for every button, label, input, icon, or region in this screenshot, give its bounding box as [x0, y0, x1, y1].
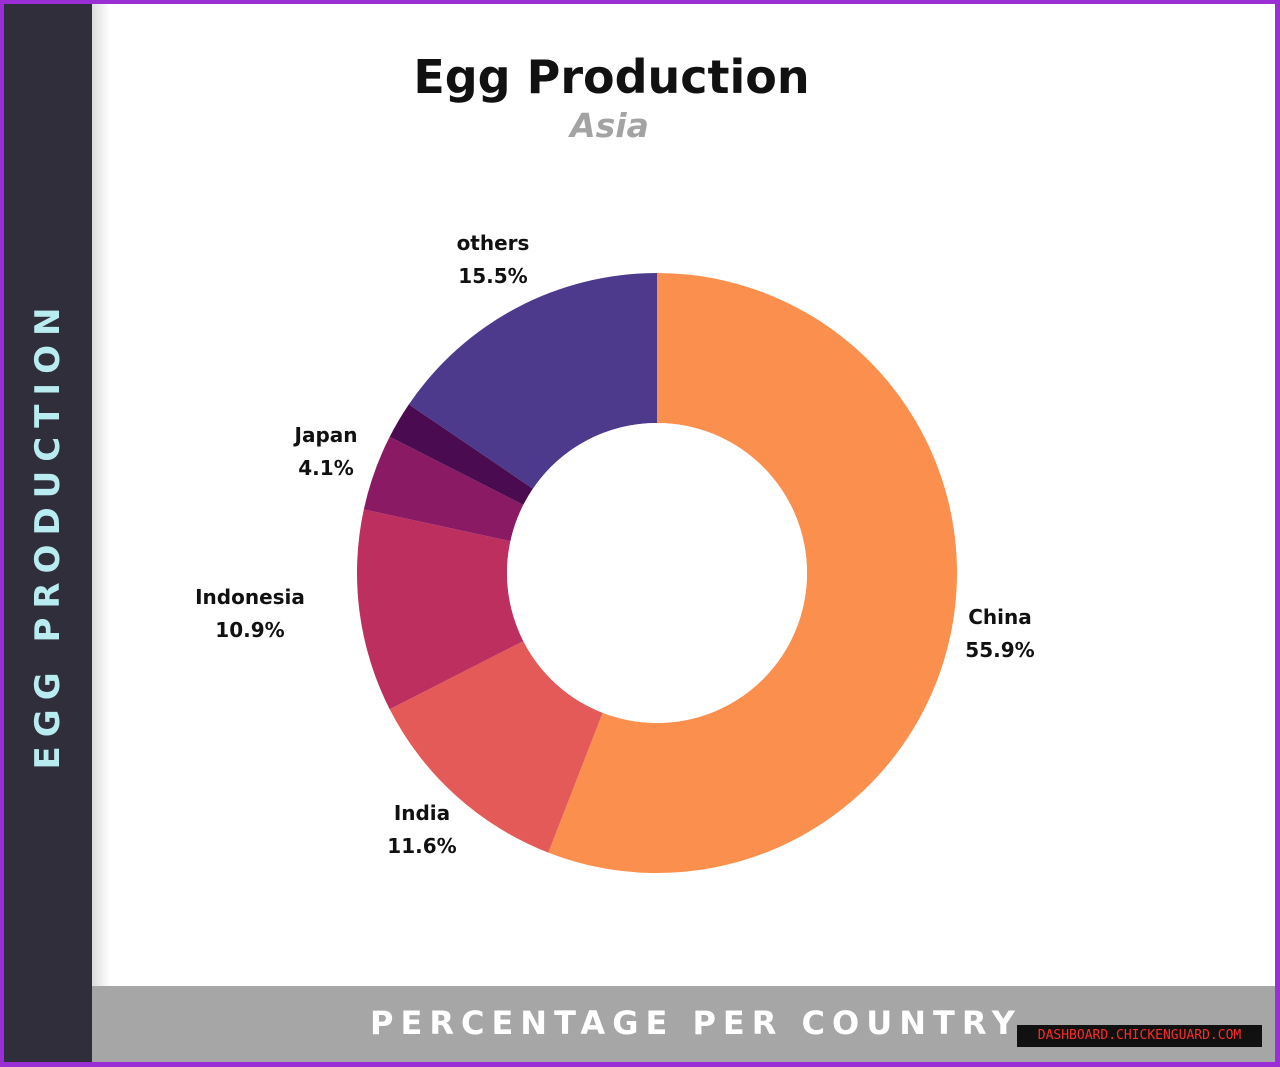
- slice-label-japan: Japan: [293, 423, 358, 447]
- sidebar: EGG PRODUCTION: [4, 4, 92, 1062]
- slice-label-indonesia: Indonesia: [195, 585, 305, 609]
- donut-slice-japan: [363, 436, 524, 542]
- chart-subtitle: Asia: [570, 106, 649, 145]
- donut-slice-china: [548, 273, 957, 873]
- slice-label-others: others: [457, 231, 530, 255]
- donut-chart: China 55.9% India 11.6% Indonesia 10.9% Japan 4…: [195, 231, 1035, 873]
- slice-label-china: China: [968, 605, 1032, 629]
- slice-value-india: 11.6%: [387, 834, 456, 858]
- chart-frame: EGG PRODUCTION Egg Production Asia China…: [4, 4, 1275, 1062]
- slice-value-china: 55.9%: [965, 638, 1034, 662]
- chart-title: Egg Production: [413, 50, 810, 104]
- slice-label-india: India: [394, 801, 450, 825]
- watermark: DASHBOARD.CHICKENGUARD.COM: [1017, 1025, 1262, 1047]
- donut-slice-others: [408, 273, 657, 489]
- footer-label: PERCENTAGE PER COUNTRY: [370, 1004, 1022, 1042]
- slice-value-japan: 4.1%: [298, 456, 353, 480]
- slice-value-others: 15.5%: [458, 264, 527, 288]
- donut-slice-india: [389, 641, 603, 853]
- donut-slice-indonesia: [357, 509, 524, 710]
- slice-value-indonesia: 10.9%: [215, 618, 284, 642]
- donut-hole: [507, 423, 807, 723]
- panel-edge-shadow: [92, 4, 110, 986]
- donut-slice-unlabeled: [389, 404, 533, 505]
- footer-bar: PERCENTAGE PER COUNTRY: [92, 986, 1275, 1062]
